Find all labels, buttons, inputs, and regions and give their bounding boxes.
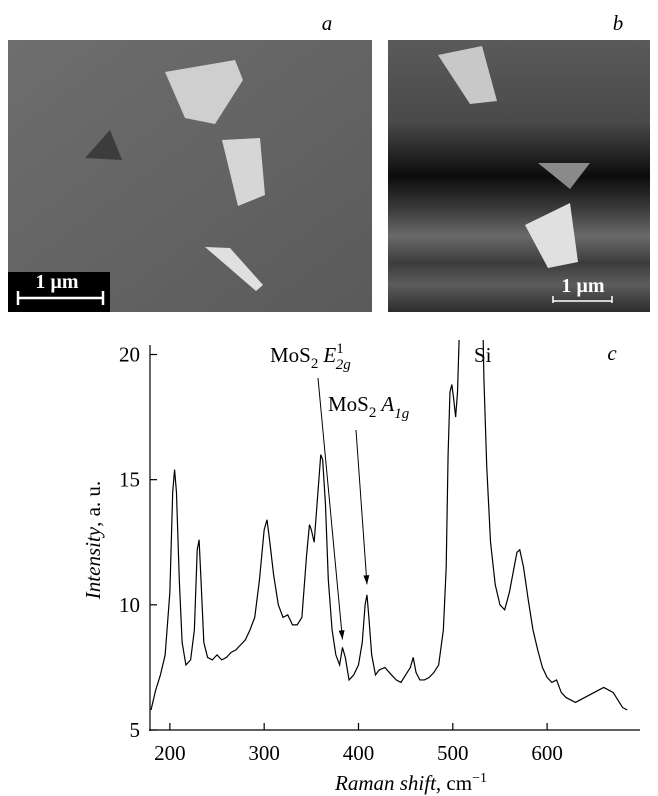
x-tick-label: 300: [248, 741, 280, 765]
flake: [525, 203, 578, 268]
annotation-arrow: [355, 429, 368, 585]
annotation-symbol: A: [379, 392, 394, 416]
x-tick-label: 500: [437, 741, 469, 765]
y-label-text: , a. u.: [81, 481, 105, 527]
x-label-sup: −1: [472, 771, 487, 786]
y-label-italic: Intensity: [81, 526, 105, 600]
annotation-text: MoS: [270, 343, 311, 367]
flake: [438, 46, 497, 104]
panel-b: 1 µm b: [388, 11, 650, 312]
annotation-arrow: [317, 377, 343, 640]
x-tick-label: 400: [343, 741, 375, 765]
panel-label: a: [322, 11, 333, 35]
annotation-sub: 1g: [394, 406, 410, 422]
annotation: MoS2 E1 2g: [270, 341, 351, 373]
annotation-sub: 2: [369, 405, 377, 421]
flake: [538, 163, 590, 189]
arrow-head: [338, 630, 345, 640]
flake: [85, 130, 122, 160]
scale-label: 1 µm: [35, 271, 79, 293]
scale-box: [8, 272, 110, 312]
scale-label: 1 µm: [561, 275, 605, 297]
y-tick-label: 15: [119, 468, 140, 492]
x-label-text: , cm: [436, 771, 472, 795]
x-label-italic: Raman shift: [334, 771, 437, 795]
x-tick-label: 600: [531, 741, 563, 765]
y-tick-label: 5: [130, 718, 141, 742]
panel-label: c: [607, 341, 617, 365]
annotation: MoS2 A1g: [328, 392, 410, 422]
annotation-sup: 1: [336, 341, 344, 357]
panel-label: b: [613, 11, 624, 35]
x-axis-label: Raman shift, cm−1: [334, 771, 487, 795]
annotation: Si: [474, 343, 492, 367]
annotation-sub: 2g: [336, 357, 352, 373]
flake: [165, 60, 243, 124]
x-tick-label: 200: [154, 741, 186, 765]
y-tick-label: 20: [119, 343, 140, 367]
y-tick-label: 10: [119, 593, 140, 617]
image-b: [388, 40, 650, 312]
annotation-text: MoS: [328, 392, 369, 416]
flake: [222, 138, 265, 206]
annotation-sub: 2: [311, 356, 319, 372]
spectrum-line: [150, 340, 628, 711]
y-axis-label: Intensity, a. u.: [81, 481, 105, 600]
chart: c 5 10 15 20 200 300 400 500 600 Raman shift, cm−…: [81, 340, 640, 795]
flake: [205, 247, 263, 291]
panel-a: 1 µm a: [8, 11, 372, 312]
arrow-head: [363, 575, 370, 585]
annotation-symbol: E: [322, 343, 336, 367]
